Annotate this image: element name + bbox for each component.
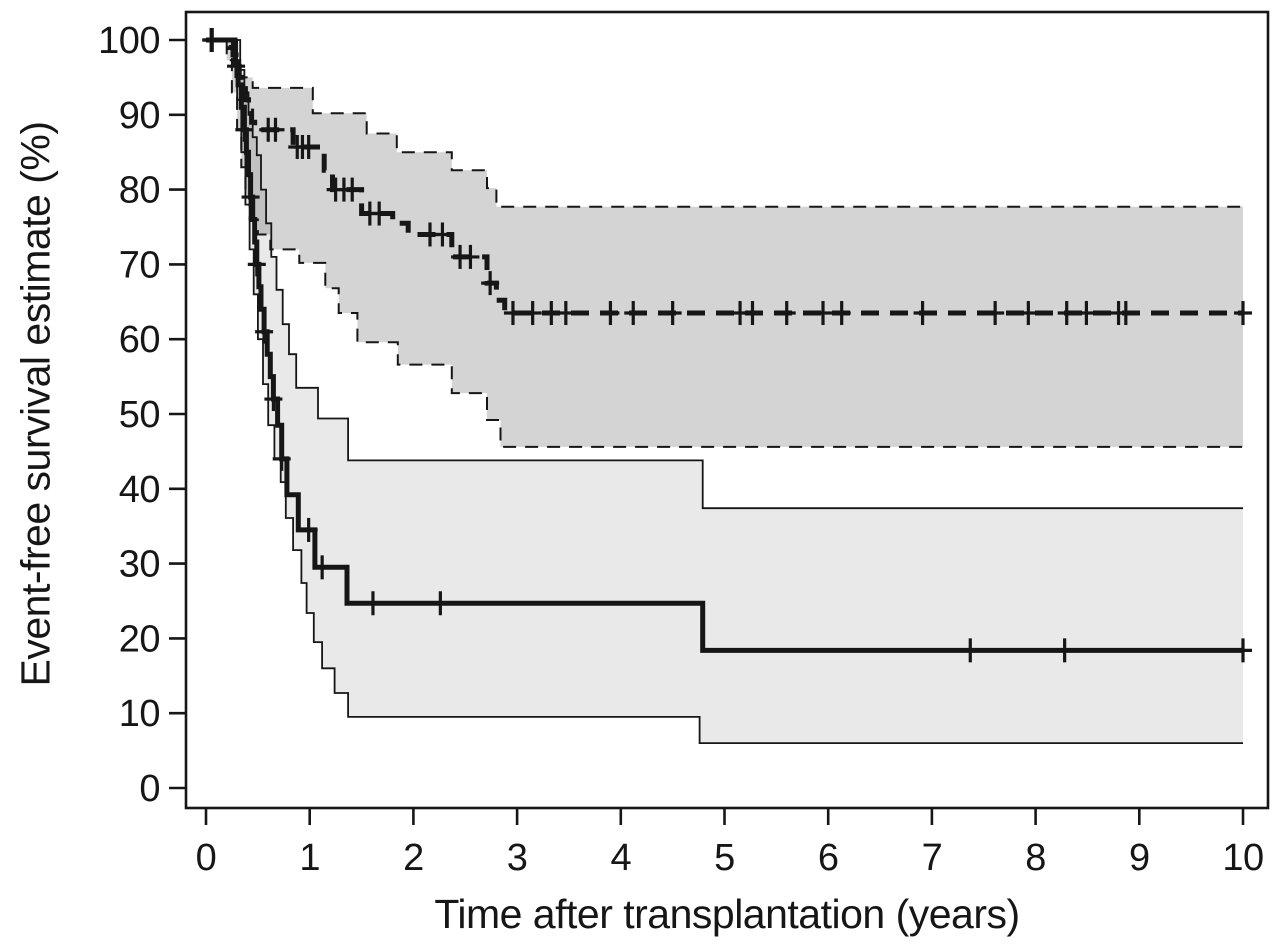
x-tick-label: 8 [1025, 837, 1046, 879]
x-tick-label: 1 [299, 837, 320, 879]
x-tick-label: 7 [922, 837, 943, 879]
x-axis-title: Time after transplantation (years) [434, 891, 1020, 937]
y-tick-label: 10 [119, 693, 160, 735]
y-tick-label: 90 [119, 95, 160, 137]
y-tick-label: 30 [119, 544, 160, 586]
x-tick-label: 10 [1222, 837, 1263, 879]
y-tick-label: 0 [139, 768, 160, 810]
plot-frame [184, 10, 1270, 810]
x-tick-label: 2 [403, 837, 424, 879]
solid-cohort-band-upper-edge [206, 39, 1243, 510]
y-tick-label: 40 [119, 469, 160, 511]
x-tick-label: 6 [818, 837, 839, 879]
y-tick-label: 100 [98, 20, 160, 62]
dashed-cohort-band-lower-edge [206, 39, 1243, 448]
y-tick-label: 70 [119, 244, 160, 286]
x-tick-label: 9 [1129, 837, 1150, 879]
x-tick-label: 5 [714, 837, 735, 879]
x-tick-label: 3 [507, 837, 528, 879]
dashed-cohort-confidence-band [206, 40, 1243, 447]
y-tick-label: 20 [119, 618, 160, 660]
dashed-cohort-band-upper-edge [206, 39, 1243, 208]
x-tick-label: 0 [196, 837, 217, 879]
y-axis-title: Event-free survival estimate (%) [12, 121, 59, 687]
y-tick-label: 80 [119, 170, 160, 212]
x-tick-label: 4 [610, 837, 631, 879]
solid-cohort-confidence-band [206, 40, 1243, 744]
y-tick-label: 50 [119, 394, 160, 436]
y-tick-label: 60 [119, 319, 160, 361]
